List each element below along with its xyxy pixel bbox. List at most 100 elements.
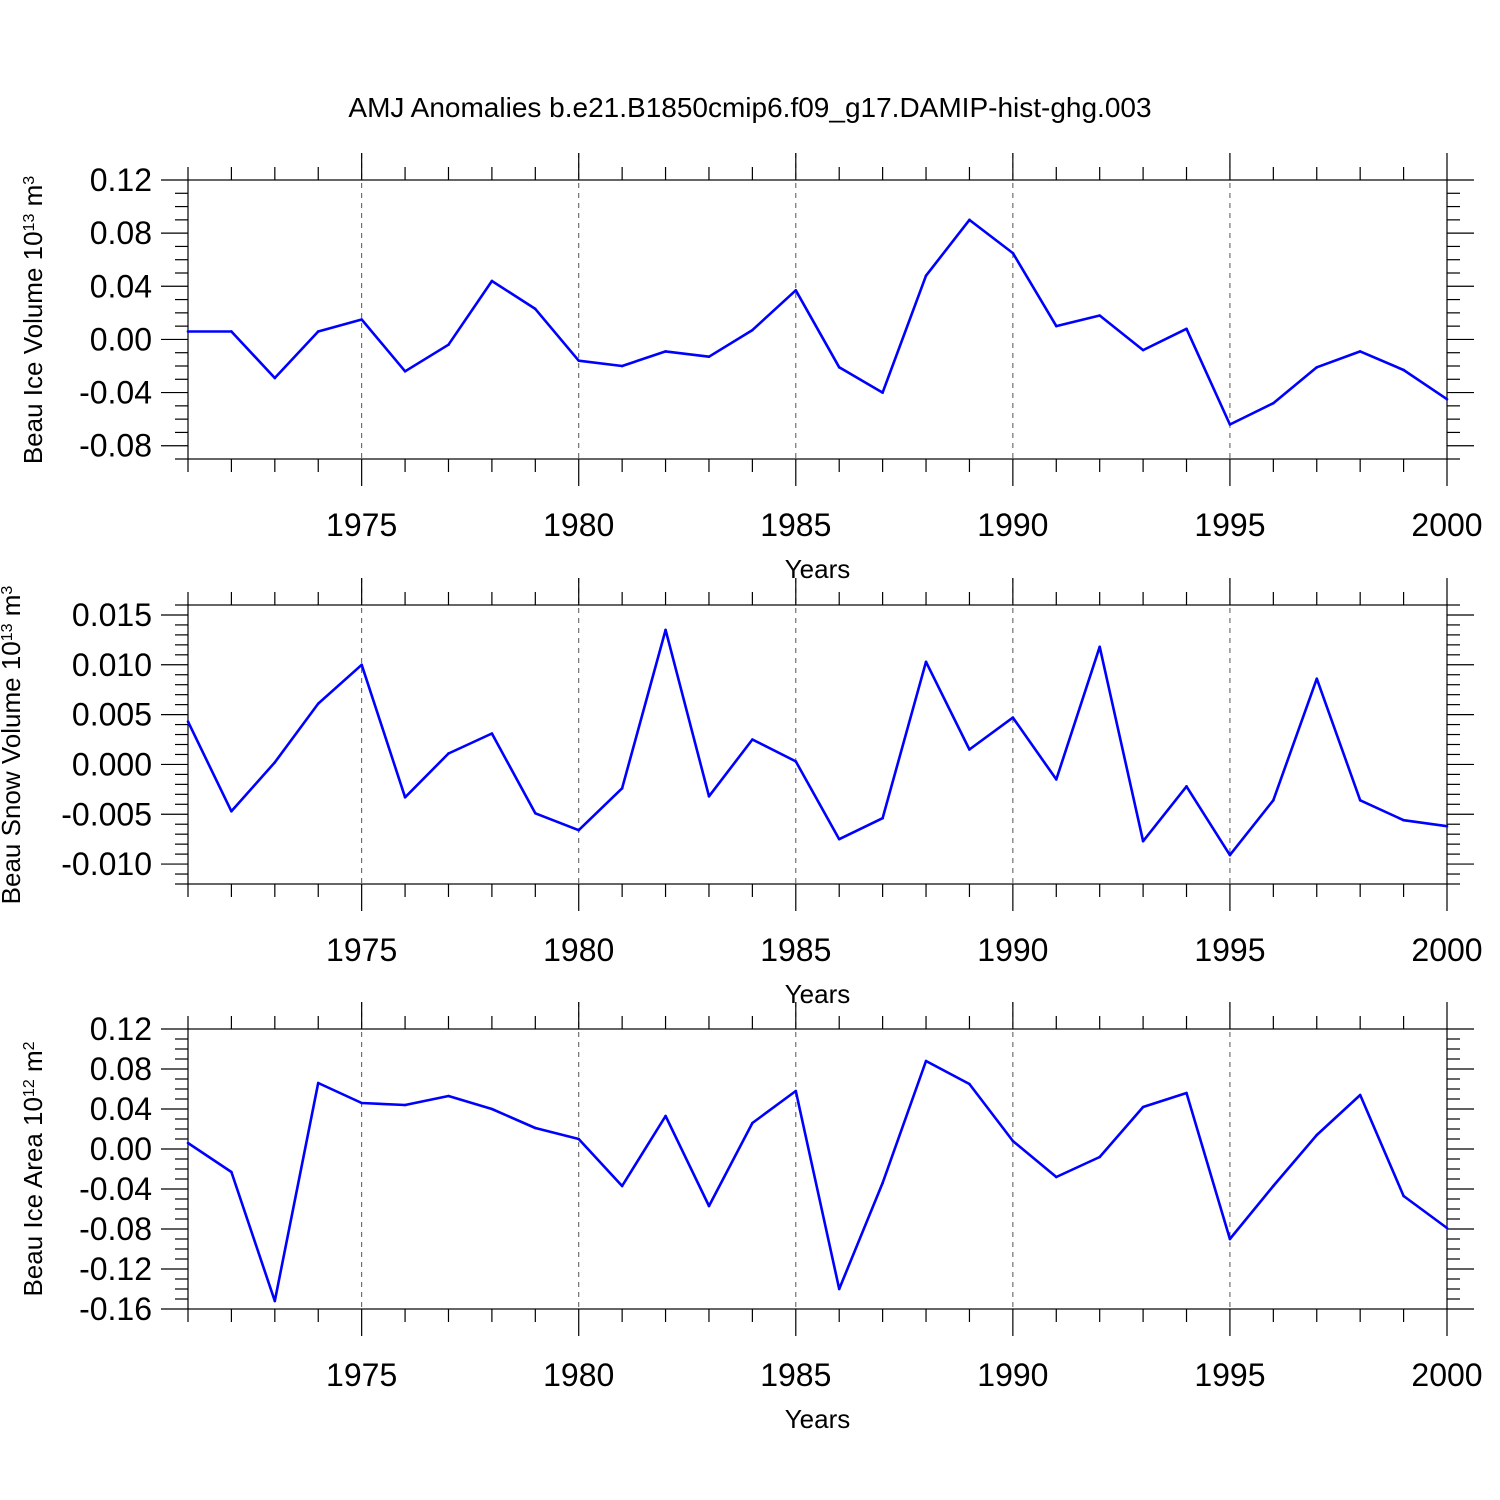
data-point	[1445, 397, 1449, 401]
y-tick-label: 0.12	[90, 162, 152, 198]
series-line	[188, 218, 1448, 426]
data-point	[316, 1081, 320, 1085]
data-point	[794, 288, 798, 292]
y-tick-label: 0.00	[90, 1131, 152, 1167]
data-point	[664, 628, 667, 632]
y-tick-label: 0.12	[90, 1011, 152, 1047]
y-axis-title-text: Beau Ice Volume 10	[18, 231, 48, 464]
x-tick-label: 2000	[1411, 1357, 1482, 1393]
data-point	[881, 816, 884, 820]
data-point	[1315, 366, 1319, 369]
data-point	[1011, 251, 1015, 255]
y-tick-label: 0.015	[72, 597, 152, 633]
data-point	[360, 1101, 363, 1105]
data-point	[881, 1181, 884, 1185]
data-point	[403, 796, 407, 799]
data-point	[620, 787, 624, 790]
y-axis-title-superscript: 3	[0, 586, 16, 595]
x-tick-label: 1990	[977, 932, 1048, 968]
data-point	[490, 732, 494, 735]
data-point	[186, 330, 190, 333]
data-point	[1011, 716, 1015, 719]
y-tick-label: 0.04	[90, 268, 152, 304]
data-point	[230, 809, 233, 813]
y-tick-label: 0.010	[72, 647, 152, 683]
data-point	[447, 752, 450, 755]
data-point	[403, 1103, 407, 1107]
y-axis-title: Beau Ice Area 1012 m2	[18, 1041, 48, 1296]
y-tick-label: -0.08	[79, 1211, 152, 1247]
plot-frame	[187, 1028, 1448, 1310]
data-point	[707, 355, 711, 359]
data-point	[1445, 824, 1449, 828]
data-point	[273, 376, 277, 380]
data-point	[230, 330, 233, 333]
data-point	[881, 391, 884, 394]
y-tick-label: -0.16	[79, 1291, 152, 1327]
data-point	[1272, 1184, 1275, 1188]
y-tick-label: 0.000	[72, 746, 152, 782]
data-point	[1054, 778, 1058, 781]
x-axis-title: Years	[785, 554, 851, 584]
y-axis-title-text: Beau Snow Volume 10	[0, 641, 26, 904]
data-point	[1098, 314, 1101, 317]
data-point	[447, 343, 450, 347]
x-tick-label: 2000	[1411, 507, 1482, 543]
x-tick-label: 1990	[977, 1357, 1048, 1393]
y-tick-label: -0.005	[61, 796, 152, 832]
x-tick-label: 1980	[543, 932, 614, 968]
y-axis-title-superscript: 12	[21, 1079, 38, 1097]
ice-area-panel: 1975 1980 1985 1990 1995 2000 0.12 0.08 0.04 0.00…	[18, 1002, 1483, 1434]
series-line	[187, 1059, 1448, 1303]
data-point	[664, 350, 667, 353]
plot-frame	[187, 604, 1448, 885]
data-point	[490, 1107, 494, 1111]
data-point	[1054, 1175, 1058, 1179]
data-point	[1011, 1139, 1015, 1143]
y-tick-label: -0.08	[79, 428, 152, 464]
data-point	[1358, 350, 1362, 353]
x-tick-label: 1975	[326, 932, 397, 968]
y-axis-title-text: m	[0, 595, 26, 624]
data-point	[1272, 401, 1275, 405]
data-point	[794, 760, 798, 763]
data-point	[1098, 1155, 1101, 1159]
data-point	[1402, 818, 1405, 822]
data-point	[360, 663, 363, 667]
y-axis-title-superscript: 13	[21, 214, 38, 232]
x-tick-label: 1985	[760, 507, 831, 543]
data-point	[1358, 1093, 1362, 1097]
x-tick-label: 1995	[1194, 1357, 1265, 1393]
x-tick-label: 1995	[1194, 932, 1265, 968]
data-point	[968, 218, 971, 222]
y-tick-label: 0.00	[90, 321, 152, 357]
data-point	[664, 1114, 667, 1118]
data-point	[1185, 1091, 1188, 1095]
x-tick-label: 2000	[1411, 932, 1482, 968]
y-tick-label: 0.08	[90, 1051, 152, 1087]
data-point	[968, 748, 971, 751]
data-point	[620, 364, 624, 368]
y-axis-title: Beau Ice Volume 1013 m3	[18, 176, 48, 464]
x-tick-label: 1980	[543, 1357, 614, 1393]
data-point	[707, 795, 711, 798]
data-point	[1315, 677, 1319, 681]
data-point	[186, 1141, 190, 1145]
x-axis-title: Years	[785, 979, 851, 1009]
x-tick-label: 1975	[326, 507, 397, 543]
data-point	[230, 1170, 233, 1174]
data-point	[837, 366, 841, 369]
x-tick-label: 1975	[326, 1357, 397, 1393]
x-tick-label: 1985	[760, 1357, 831, 1393]
x-tick-label: 1995	[1194, 507, 1265, 543]
data-point	[360, 318, 363, 321]
data-point	[1141, 839, 1145, 843]
data-point	[534, 811, 537, 815]
panels: 1975 1980 1985 1990 1995 2000 0.12 0.08 0.04 0.00…	[0, 153, 1483, 1434]
y-axis-title-text: m	[18, 1050, 48, 1079]
y-axis-title-text: Beau Ice Area 10	[18, 1097, 48, 1296]
y-axis-title: Beau Snow Volume 1013 m3	[0, 586, 26, 905]
x-tick-label: 1980	[543, 507, 614, 543]
data-point	[620, 1184, 624, 1188]
data-point	[794, 1089, 798, 1093]
